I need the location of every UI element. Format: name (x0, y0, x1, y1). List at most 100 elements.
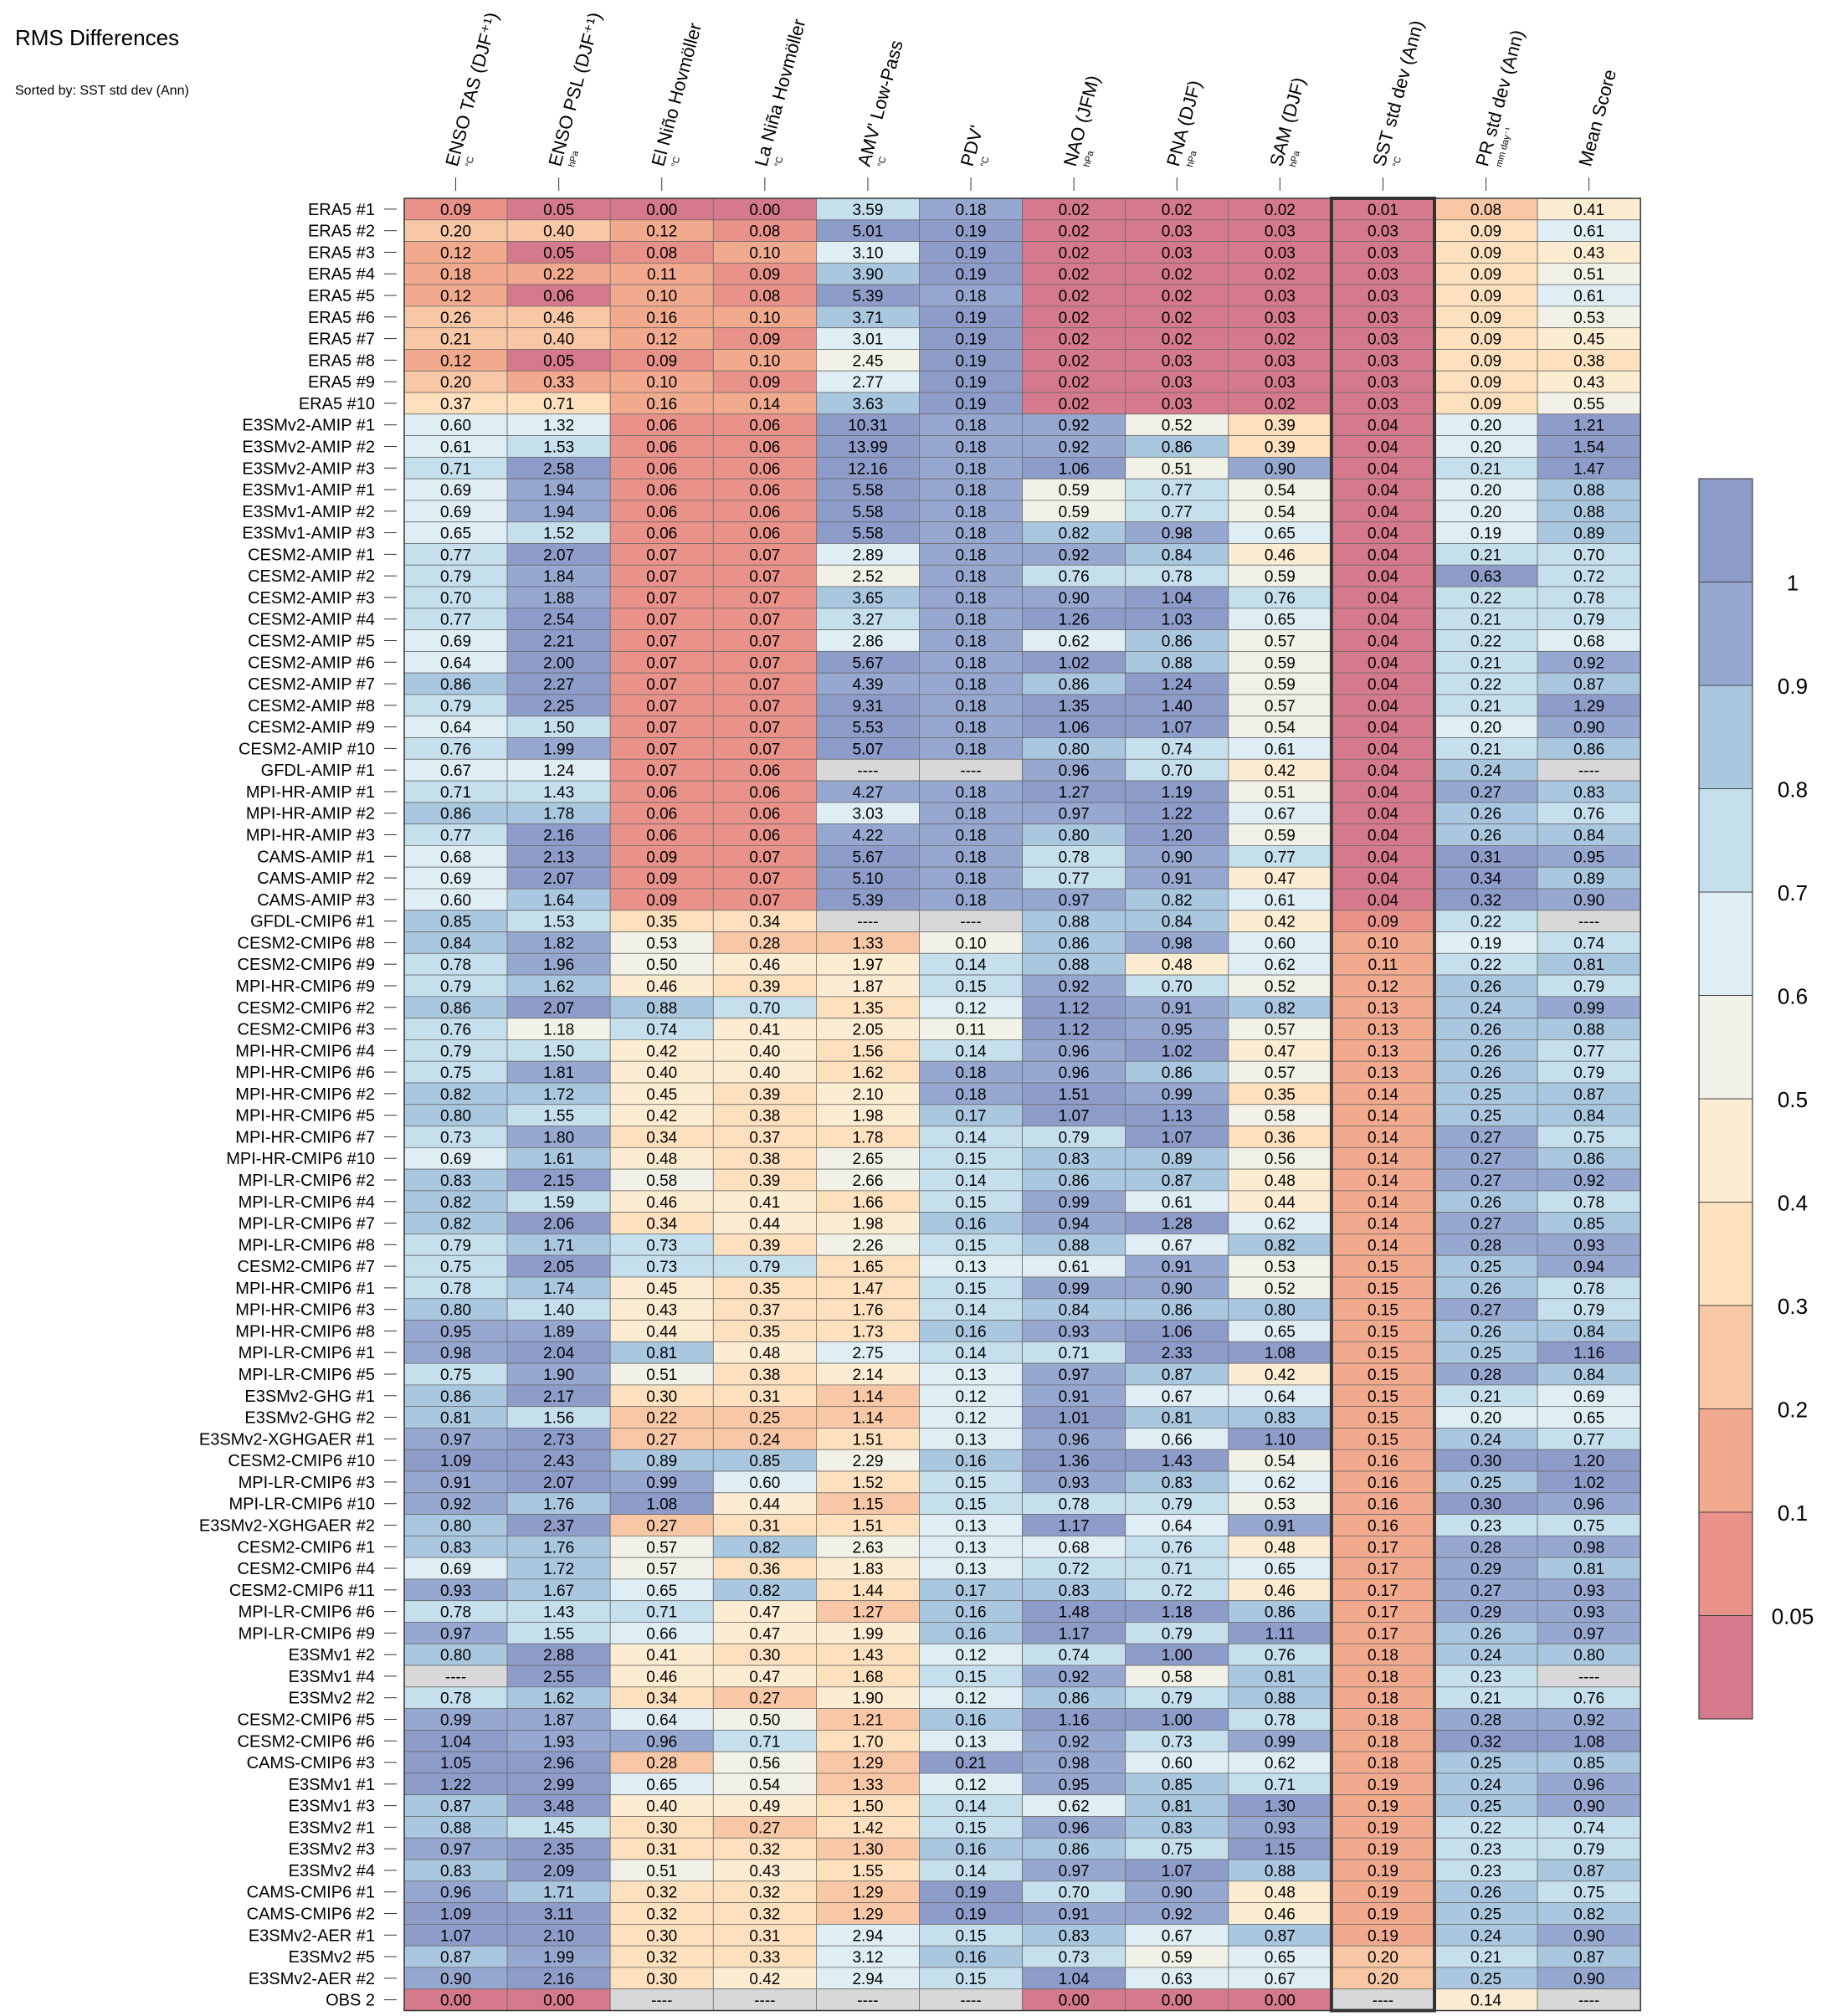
cell-value-label: 0.85 (1162, 1777, 1193, 1794)
cell-value-label: 0.25 (1470, 1475, 1501, 1492)
cell-value-label: 0.14 (956, 1863, 987, 1880)
cell-value-label: 0.12 (646, 223, 677, 241)
row-label: MPI-LR-CMIP6 #10 (229, 1495, 376, 1514)
cell-value-label: 0.98 (1059, 1755, 1090, 1772)
cell-value-label: 0.51 (646, 1367, 677, 1384)
cell-value-label: 0.62 (1265, 1216, 1296, 1234)
cell-value-label: 0.32 (749, 1906, 780, 1924)
cell-value-label: 0.51 (1162, 460, 1193, 478)
cell-value-label: 1.89 (543, 1323, 574, 1341)
cell-value-label: 1.68 (852, 1669, 883, 1686)
cell-value-label: 0.61 (1265, 741, 1296, 758)
cell-value-label: ---- (1578, 1993, 1599, 2010)
heatmap-cell (1022, 543, 1126, 566)
cell-value-label: 0.02 (1265, 396, 1296, 413)
column-header: ENSO PSL (DJF⁺¹)hPa (544, 10, 605, 168)
cell-value-label: 0.30 (646, 1819, 677, 1837)
cell-value-label: 0.72 (1573, 568, 1604, 586)
cell-value-label: 3.71 (852, 310, 883, 327)
heatmap-cell (1228, 370, 1332, 393)
cell-value-label: 0.95 (1059, 1777, 1090, 1794)
colorbar-tick-label: 0.9 (1778, 674, 1808, 699)
heatmap-cell (1537, 349, 1641, 372)
column-label: PNA (DJF) (1162, 78, 1205, 168)
cell-value-label: 2.10 (543, 1927, 574, 1945)
heatmap-cell (1228, 586, 1332, 609)
heatmap-cell (1434, 262, 1538, 285)
heatmap-cell (1022, 327, 1126, 350)
cell-value-label: 0.73 (646, 1237, 677, 1254)
cell-value-label: 0.71 (646, 1604, 677, 1622)
heatmap-cell (1228, 241, 1332, 264)
cell-value-label: 0.34 (646, 1216, 677, 1234)
cell-value-label: 0.17 (1368, 1604, 1398, 1622)
heatmap-cell (609, 608, 714, 631)
row-label: ERA5 #3 (308, 244, 375, 262)
cell-value-label: 0.70 (1573, 546, 1604, 564)
cell-value-label: 0.13 (1368, 1043, 1398, 1060)
cell-value-label: 0.74 (1573, 935, 1604, 952)
heatmap-cell (919, 370, 1023, 393)
cell-value-label: 1.35 (852, 1000, 883, 1018)
heatmap-cell (403, 716, 508, 738)
heatmap-cell (506, 758, 611, 782)
cell-value-label: 0.54 (1265, 1453, 1296, 1470)
cell-value-label: 0.54 (1265, 720, 1296, 737)
heatmap-cell (403, 780, 508, 803)
cell-value-label: 1.45 (543, 1819, 574, 1837)
cell-value-label: 0.77 (1573, 1043, 1604, 1060)
cell-value-label: 0.06 (749, 439, 780, 456)
heatmap-cell (1537, 392, 1641, 415)
cell-value-label: 0.42 (1265, 1367, 1296, 1384)
cell-value-label: 0.05 (543, 202, 574, 219)
cell-value-label: 0.93 (1573, 1583, 1604, 1600)
cell-value-label: 0.96 (1059, 1819, 1090, 1837)
cell-value-label: 0.80 (1059, 828, 1090, 845)
cell-value-label: 0.18 (956, 741, 987, 758)
cell-value-label: 0.32 (1470, 892, 1501, 910)
cell-value-label: 0.02 (1059, 266, 1090, 284)
cell-value-label: 0.96 (1059, 762, 1090, 780)
cell-value-label: 0.06 (646, 439, 677, 456)
cell-value-label: 0.59 (1265, 568, 1296, 586)
cell-value-label: 1.43 (543, 1604, 574, 1622)
cell-value-label: 0.25 (1470, 1971, 1501, 1988)
cell-value-label: 0.07 (749, 633, 780, 650)
cell-value-label: 1.10 (1265, 1431, 1296, 1449)
cell-value-label: 1.09 (440, 1906, 471, 1924)
cell-value-label: 0.06 (646, 460, 677, 478)
cell-value-label: 0.06 (749, 482, 780, 500)
colorbar-tick-label: 0.6 (1778, 984, 1808, 1009)
heatmap-cell (609, 284, 714, 307)
cell-value-label: 2.75 (852, 1345, 883, 1362)
cell-value-label: 0.14 (1368, 1194, 1398, 1212)
cell-value-label: 0.19 (956, 310, 987, 327)
cell-value-label: 0.18 (956, 504, 987, 521)
cell-value-label: 0.89 (1573, 526, 1604, 543)
heatmap-cell (1228, 349, 1332, 372)
row-label: OBS 2 (326, 1992, 375, 2010)
cell-value-label: 0.24 (749, 1431, 780, 1449)
cell-value-label: 0.86 (1059, 1172, 1090, 1190)
cell-value-label: 0.02 (1059, 396, 1090, 413)
cell-value-label: 1.28 (1162, 1216, 1193, 1234)
cell-value-label: 0.89 (1573, 870, 1604, 888)
cell-value-label: 1.21 (852, 1711, 883, 1729)
cell-value-label: 0.19 (956, 331, 987, 349)
cell-value-label: 0.36 (1265, 1129, 1296, 1147)
cell-value-label: 0.82 (749, 1539, 780, 1557)
cell-value-label: 0.03 (1368, 223, 1398, 241)
cell-value-label: ---- (1578, 762, 1599, 780)
cell-value-label: 0.26 (1470, 828, 1501, 845)
cell-value-label: 0.82 (440, 1086, 471, 1104)
cell-value-label: 0.19 (1368, 1841, 1398, 1859)
heatmap-cell (816, 564, 920, 587)
cell-value-label: 0.81 (1573, 957, 1604, 974)
cell-value-label: 0.77 (1162, 504, 1193, 521)
cell-value-label: 1.51 (852, 1431, 883, 1449)
column-header: PR std dev (Ann)mm day⁻¹ (1471, 28, 1528, 168)
cell-value-label: 0.80 (440, 1108, 471, 1126)
cell-value-label: 0.82 (749, 1583, 780, 1600)
cell-value-label: 0.88 (646, 1000, 677, 1018)
cell-value-label: 0.82 (1059, 526, 1090, 543)
